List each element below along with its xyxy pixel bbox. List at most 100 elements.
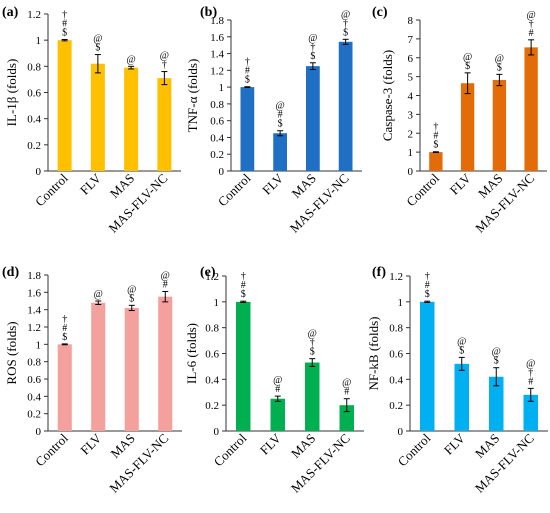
significance-symbol: @ — [526, 358, 535, 369]
y-tick-label: 1.2 — [210, 65, 224, 77]
y-tick-label: 5 — [408, 72, 414, 84]
bar — [90, 63, 105, 171]
y-tick-label: 0 — [36, 426, 42, 438]
y-tick-label: 0 — [214, 426, 220, 438]
y-tick-label: 0.4 — [210, 132, 224, 144]
bar — [157, 78, 172, 171]
significance-symbol: † — [433, 122, 438, 133]
y-tick-label: 0.4 — [389, 374, 403, 386]
y-tick-label: 7 — [408, 34, 414, 46]
bar — [429, 152, 443, 171]
significance-symbol: @ — [160, 51, 169, 62]
category-label: MAS-FLV-NC — [287, 171, 352, 236]
panel-label: (c) — [372, 5, 388, 20]
bar — [273, 133, 288, 171]
significance-symbol: @ — [308, 33, 317, 44]
significance-symbol: @ — [308, 329, 317, 340]
bar — [57, 344, 72, 431]
bar — [305, 362, 320, 431]
significance-symbol: † — [310, 42, 315, 53]
y-tick-label: 0.8 — [27, 357, 41, 369]
y-tick-label: 0.6 — [27, 374, 41, 386]
category-label: FLV — [447, 170, 475, 198]
y-tick-label: 0.6 — [389, 349, 403, 361]
significance-symbol: $ — [95, 43, 100, 54]
significance-symbol: $ — [62, 332, 67, 343]
y-axis-label: TNF-α (folds) — [185, 59, 200, 133]
significance-symbol: @ — [463, 52, 472, 63]
bar — [420, 301, 435, 431]
significance-symbol: $ — [129, 293, 134, 304]
category-label: FLV — [259, 170, 287, 198]
significance-symbol: @ — [276, 101, 285, 112]
significance-symbol: $ — [465, 61, 470, 72]
y-tick-label: 0.8 — [389, 323, 403, 335]
category-label: MAS — [472, 431, 503, 462]
bar — [240, 87, 255, 171]
bar — [338, 41, 353, 171]
significance-symbol: $ — [310, 51, 315, 62]
significance-symbol: # — [245, 66, 250, 77]
bar — [454, 363, 469, 431]
category-label: FLV — [441, 430, 469, 458]
bar — [524, 47, 538, 171]
category-label: MAS — [288, 431, 319, 462]
bar — [236, 301, 251, 431]
significance-symbol: $ — [497, 62, 502, 73]
y-tick-label: 0.2 — [27, 409, 41, 421]
y-tick-label: 1 — [214, 297, 220, 309]
y-tick-label: 0 — [219, 166, 225, 178]
y-tick-label: 0.6 — [27, 88, 41, 100]
significance-symbol: $ — [494, 356, 499, 367]
significance-symbol: # — [528, 376, 533, 387]
significance-symbol: † — [528, 367, 533, 378]
significance-symbol: # — [275, 384, 280, 395]
significance-symbol: # — [344, 387, 349, 398]
significance-symbol: @ — [457, 336, 466, 347]
bar — [91, 302, 106, 431]
y-tick-label: 1.8 — [27, 270, 41, 282]
significance-symbol: @ — [127, 284, 136, 295]
y-tick-label: 8 — [408, 15, 414, 27]
significance-symbol: # — [62, 19, 67, 30]
y-tick-label: 3 — [408, 109, 414, 121]
bar — [460, 83, 475, 171]
y-tick-label: 1.2 — [27, 322, 41, 334]
panel-label: (d) — [2, 265, 19, 280]
bar — [489, 376, 504, 431]
y-axis-label: ROS (folds) — [4, 321, 19, 384]
panel-label: (e) — [200, 265, 216, 280]
y-tick-label: 0.4 — [27, 391, 41, 403]
bar — [270, 398, 285, 431]
significance-symbol: † — [425, 271, 430, 282]
bar — [305, 66, 320, 171]
significance-symbol: @ — [273, 375, 282, 386]
significance-symbol: @ — [495, 53, 504, 64]
y-tick-label: 1.2 — [205, 271, 219, 283]
panel-label: (a) — [2, 5, 19, 20]
y-tick-label: 0.8 — [210, 99, 224, 111]
significance-symbol: † — [241, 271, 246, 282]
category-label: MAS-FLV-NC — [472, 171, 537, 236]
y-tick-label: 0.2 — [205, 400, 219, 412]
significance-symbol: $ — [425, 289, 430, 300]
significance-symbol: @ — [93, 34, 102, 45]
panel-label: (f) — [372, 265, 386, 280]
significance-symbol: @ — [94, 289, 103, 300]
significance-symbol: $ — [241, 289, 246, 300]
significance-symbol: @ — [127, 54, 136, 65]
significance-symbol: † — [343, 18, 348, 29]
category-label: MAS — [107, 431, 138, 462]
y-tick-label: 0 — [36, 166, 42, 178]
significance-symbol: † — [62, 10, 67, 21]
bar — [158, 296, 173, 431]
y-tick-label: 0.2 — [389, 400, 403, 412]
y-axis-label: IL-1β (folds) — [4, 59, 19, 127]
significance-symbol: † — [310, 338, 315, 349]
significance-symbol: † — [162, 60, 167, 71]
category-label: FLV — [77, 430, 105, 458]
category-label: FLV — [77, 170, 105, 198]
y-tick-label: 2 — [408, 128, 414, 140]
bar — [523, 394, 538, 431]
significance-symbol: $ — [245, 75, 250, 86]
